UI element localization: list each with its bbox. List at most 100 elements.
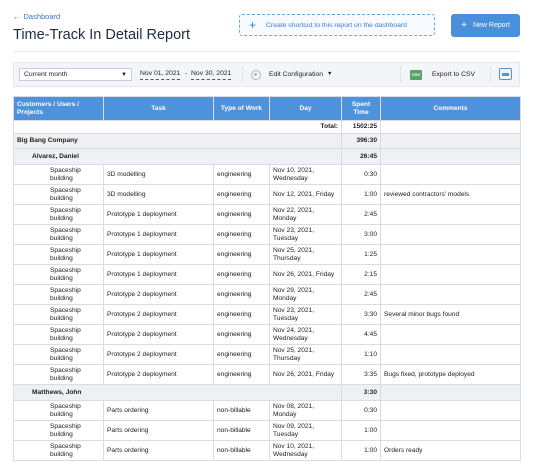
task-cell: Prototype 2 deployment: [103, 324, 214, 345]
caret-down-icon: ▼: [327, 71, 333, 77]
toolbar-divider: [490, 66, 491, 83]
day-cell: Nov 10, 2021, Wednesday: [269, 164, 342, 185]
create-shortcut-label: Create shortcut to this report on the da…: [266, 21, 407, 29]
task-cell: Prototype 1 deployment: [103, 264, 214, 285]
user-row[interactable]: Matthews, John 3:30: [13, 384, 521, 401]
caret-down-icon: ▼: [121, 72, 127, 78]
comment-cell: reviewed contractors' models: [380, 184, 521, 205]
type-of-work-cell: engineering: [213, 344, 270, 365]
type-of-work-cell: engineering: [213, 204, 270, 225]
day-cell: Nov 29, 2021, Monday: [269, 284, 342, 305]
project-cell: Spaceship building: [13, 364, 104, 385]
day-cell: Nov 24, 2021, Wednesday: [269, 324, 342, 345]
new-report-button[interactable]: + New Report: [451, 14, 520, 37]
day-cell: Nov 23, 2021, Tuesday: [269, 224, 342, 245]
new-report-label: New Report: [472, 22, 510, 29]
table-row[interactable]: Spaceship building Prototype 2 deployment…: [13, 304, 521, 325]
task-cell: 3D modelling: [103, 184, 214, 205]
comment-cell: [380, 224, 521, 245]
spent-time-cell: 3:30: [341, 304, 381, 325]
table-row[interactable]: Spaceship building Prototype 2 deployment…: [13, 324, 521, 345]
toolbar-divider: [400, 66, 401, 83]
project-cell: Spaceship building: [13, 164, 104, 185]
company-name: Big Bang Company: [13, 133, 342, 149]
export-csv-button[interactable]: CSV Export to CSV: [410, 68, 475, 81]
task-cell: Prototype 2 deployment: [103, 304, 214, 325]
type-of-work-cell: engineering: [213, 224, 270, 245]
comment-cell: Bugs fixed, prototype deployed: [380, 364, 521, 385]
csv-file-icon: CSV: [410, 69, 422, 80]
user-time: 3:30: [341, 384, 381, 401]
column-header-day[interactable]: Day: [269, 96, 342, 121]
period-select[interactable]: Current month ▼: [19, 68, 132, 81]
report-toolbar: Current month ▼ Nov 01, 2021 - Nov 30, 2…: [13, 62, 520, 87]
table-row[interactable]: Spaceship building Parts ordering non-bill…: [13, 420, 521, 441]
comment-cell: [380, 400, 521, 421]
comment-cell: [380, 164, 521, 185]
date-to-picker[interactable]: Nov 30, 2021: [191, 68, 232, 80]
date-separator: -: [185, 70, 188, 77]
spent-time-cell: 2:45: [341, 284, 381, 305]
type-of-work-cell: engineering: [213, 364, 270, 385]
day-cell: Nov 26, 2021, Friday: [269, 364, 342, 385]
task-cell: Parts ordering: [103, 420, 214, 441]
company-time: 396:30: [341, 133, 381, 149]
spent-time-cell: 1:10: [341, 344, 381, 365]
type-of-work-cell: engineering: [213, 284, 270, 305]
table-row[interactable]: Spaceship building Prototype 2 deployment…: [13, 364, 521, 385]
total-row: Total: 1502:25: [13, 120, 521, 134]
comment-cell: Several minor bugs found: [380, 304, 521, 325]
task-cell: Parts ordering: [103, 440, 214, 461]
date-from-picker[interactable]: Nov 01, 2021: [140, 68, 181, 80]
report-table: Customers / Users / Projects Task Type o…: [13, 96, 521, 461]
type-of-work-cell: engineering: [213, 264, 270, 285]
header-divider: [13, 51, 520, 52]
spent-time-cell: 3:35: [341, 364, 381, 385]
table-row[interactable]: Spaceship building Prototype 1 deployment…: [13, 204, 521, 225]
table-row[interactable]: Spaceship building Parts ordering non-bill…: [13, 400, 521, 421]
table-row[interactable]: Spaceship building Prototype 1 deployment…: [13, 264, 521, 285]
type-of-work-cell: engineering: [213, 164, 270, 185]
project-cell: Spaceship building: [13, 324, 104, 345]
project-cell: Spaceship building: [13, 264, 104, 285]
day-cell: Nov 09, 2021, Tuesday: [269, 420, 342, 441]
column-header-comments[interactable]: Comments: [380, 96, 521, 121]
comment-cell: [380, 344, 521, 365]
back-to-dashboard-link[interactable]: ← Dashboard: [13, 12, 60, 21]
spent-time-cell: 3:00: [341, 224, 381, 245]
table-row[interactable]: Spaceship building Prototype 2 deployment…: [13, 344, 521, 365]
edit-configuration-button[interactable]: Edit Configuration ▼: [251, 68, 332, 81]
page-title: Time-Track In Detail Report: [13, 27, 190, 43]
toolbar-divider: [242, 66, 243, 83]
create-shortcut-button[interactable]: + Create shortcut to this report on the …: [239, 14, 435, 36]
spent-time-cell: 1:25: [341, 244, 381, 265]
column-header-customers[interactable]: Customers / Users / Projects: [13, 96, 104, 121]
spent-time-cell: 4:45: [341, 324, 381, 345]
user-name: Matthews, John: [13, 384, 342, 401]
day-cell: Nov 08, 2021, Monday: [269, 400, 342, 421]
task-cell: Parts ordering: [103, 400, 214, 421]
day-cell: Nov 23, 2021, Tuesday: [269, 304, 342, 325]
table-row[interactable]: Spaceship building Prototype 1 deployment…: [13, 244, 521, 265]
project-cell: Spaceship building: [13, 204, 104, 225]
comment-cell: [380, 204, 521, 225]
type-of-work-cell: non-billable: [213, 420, 270, 441]
project-cell: Spaceship building: [13, 184, 104, 205]
column-header-task[interactable]: Task: [103, 96, 214, 121]
table-row[interactable]: Spaceship building 3D modelling engineerin…: [13, 164, 521, 185]
table-row[interactable]: Spaceship building Prototype 1 deployment…: [13, 224, 521, 245]
user-row[interactable]: Alvarez, Daniel 26:45: [13, 148, 521, 165]
column-header-type-of-work[interactable]: Type of Work: [213, 96, 270, 121]
table-row[interactable]: Spaceship building 3D modelling engineerin…: [13, 184, 521, 205]
table-row[interactable]: Spaceship building Prototype 2 deployment…: [13, 284, 521, 305]
comment-cell: [380, 324, 521, 345]
table-row[interactable]: Spaceship building Parts ordering non-bill…: [13, 440, 521, 461]
comment-cell: [380, 264, 521, 285]
type-of-work-cell: engineering: [213, 244, 270, 265]
day-cell: Nov 12, 2021, Friday: [269, 184, 342, 205]
comment-cell: Orders ready: [380, 440, 521, 461]
company-row[interactable]: Big Bang Company 396:30: [13, 133, 521, 149]
column-header-spent-time[interactable]: Spent Time: [341, 96, 381, 121]
task-cell: Prototype 2 deployment: [103, 364, 214, 385]
print-icon[interactable]: [499, 68, 512, 80]
